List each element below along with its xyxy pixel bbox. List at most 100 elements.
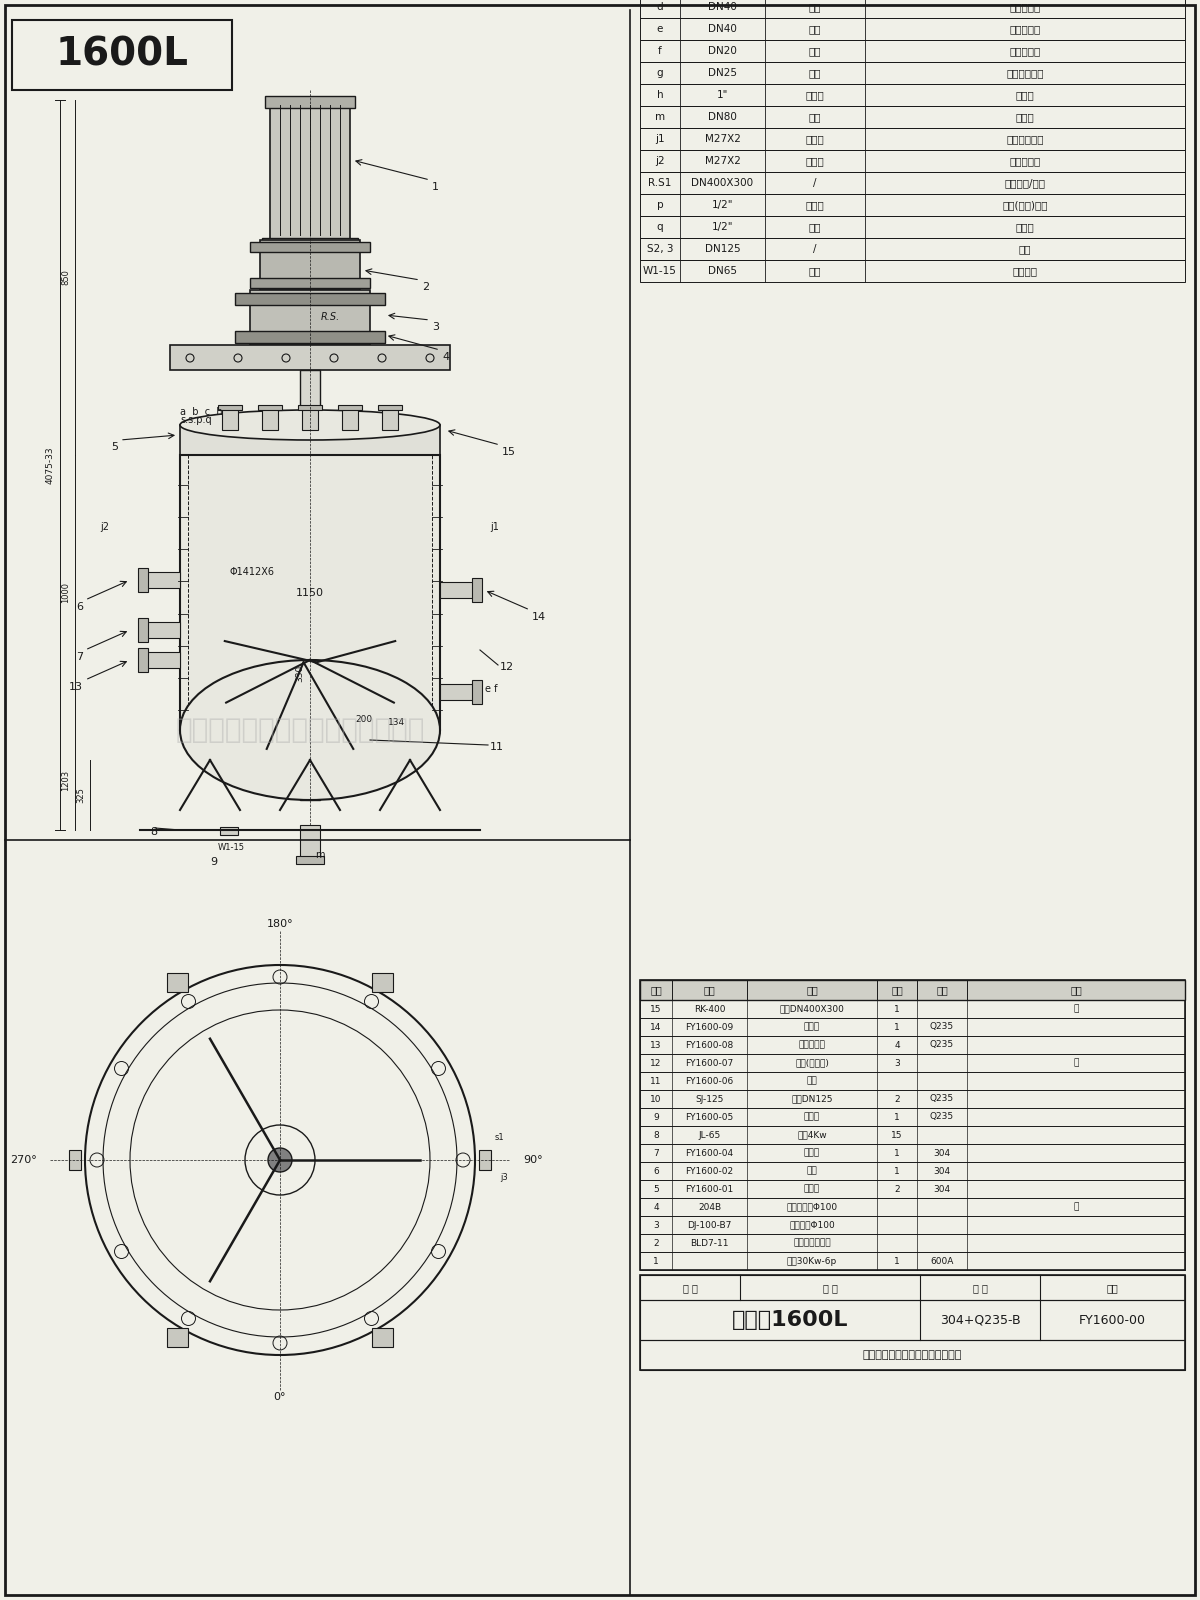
Text: s1: s1 — [496, 1133, 505, 1142]
Bar — [378, 405, 402, 410]
Text: 304+Q235-B: 304+Q235-B — [940, 1314, 1020, 1326]
Text: 325: 325 — [76, 787, 85, 803]
Text: 法兰: 法兰 — [809, 222, 821, 232]
Text: 2: 2 — [894, 1094, 900, 1104]
Bar — [220, 827, 238, 835]
Bar — [479, 1150, 491, 1170]
Text: 导热油出口: 导热油出口 — [1009, 24, 1040, 34]
Text: 11: 11 — [490, 742, 504, 752]
Text: 佛山市三汇隆腾机械设备有限公司: 佛山市三汇隆腾机械设备有限公司 — [863, 1350, 962, 1360]
Text: FY1600-09: FY1600-09 — [685, 1022, 733, 1032]
Text: 270°: 270° — [11, 1155, 37, 1165]
Text: DN25: DN25 — [708, 67, 737, 78]
Text: 1150: 1150 — [296, 587, 324, 597]
Bar — [342, 408, 358, 430]
Text: Q235: Q235 — [930, 1040, 954, 1050]
Bar — [145, 622, 180, 638]
Bar — [640, 1275, 1186, 1299]
Text: 备注: 备注 — [1070, 986, 1082, 995]
Text: 14: 14 — [532, 611, 546, 622]
Bar — [640, 1299, 1186, 1341]
Text: FY1600-05: FY1600-05 — [685, 1112, 733, 1122]
Bar — [640, 1234, 1186, 1251]
Text: M27X2: M27X2 — [704, 157, 740, 166]
Bar — [218, 405, 242, 410]
Text: 图号: 图号 — [703, 986, 715, 995]
Text: s.s.p.q: s.s.p.q — [180, 414, 211, 426]
Bar — [472, 680, 482, 704]
Text: 内室润滑进口: 内室润滑进口 — [1007, 134, 1044, 144]
Text: 304: 304 — [934, 1149, 950, 1157]
Bar — [170, 346, 450, 370]
Text: 导热油膨胀罐: 导热油膨胀罐 — [1007, 67, 1044, 78]
Text: DN40: DN40 — [708, 2, 737, 11]
Text: /: / — [814, 178, 817, 187]
Text: 序号: 序号 — [650, 986, 662, 995]
Bar — [235, 331, 385, 342]
Bar — [640, 1341, 1186, 1370]
Text: JL-65: JL-65 — [698, 1131, 721, 1139]
Bar — [235, 293, 385, 306]
Text: 法兰: 法兰 — [809, 46, 821, 56]
Text: 内螺纹: 内螺纹 — [805, 157, 824, 166]
Text: 名 称: 名 称 — [822, 1283, 838, 1293]
Bar — [138, 618, 148, 642]
Bar — [472, 578, 482, 602]
Bar — [300, 370, 320, 800]
Bar — [640, 1090, 1186, 1107]
Text: 0°: 0° — [274, 1392, 287, 1402]
Text: 拆开人孔/视镜: 拆开人孔/视镜 — [1004, 178, 1045, 187]
Text: 3: 3 — [894, 1059, 900, 1067]
Bar — [640, 1000, 1186, 1018]
Text: 180°: 180° — [266, 918, 293, 930]
Text: 佛山市三汇隆腾机械设备有限公司: 佛山市三汇隆腾机械设备有限公司 — [175, 717, 425, 744]
Text: S2, 3: S2, 3 — [647, 243, 673, 254]
Text: 法兰: 法兰 — [809, 112, 821, 122]
Bar — [640, 1198, 1186, 1216]
Text: 加压口: 加压口 — [1015, 222, 1034, 232]
Text: 法兰: 法兰 — [809, 24, 821, 34]
Text: FY1600-08: FY1600-08 — [685, 1040, 733, 1050]
Bar — [250, 242, 370, 251]
Text: 1: 1 — [894, 1005, 900, 1013]
Text: 5: 5 — [653, 1184, 659, 1194]
Text: 1203: 1203 — [61, 770, 70, 790]
Bar — [640, 106, 1186, 128]
Text: 齿圈件: 齿圈件 — [804, 1149, 820, 1157]
Text: 15: 15 — [892, 1131, 902, 1139]
Bar — [640, 259, 1186, 282]
Bar — [640, 1251, 1186, 1270]
Text: g: g — [656, 67, 664, 78]
Text: 法兰: 法兰 — [809, 266, 821, 275]
Bar — [640, 1275, 1186, 1370]
Text: 吊耳4Kw: 吊耳4Kw — [797, 1131, 827, 1139]
Text: FY1600-01: FY1600-01 — [685, 1184, 733, 1194]
Bar — [372, 973, 394, 992]
Bar — [145, 653, 180, 669]
Text: 3: 3 — [432, 322, 439, 333]
Text: 1/2": 1/2" — [712, 200, 733, 210]
Text: 204B: 204B — [698, 1203, 721, 1211]
Bar — [222, 408, 238, 430]
Bar — [262, 238, 358, 250]
Text: 9: 9 — [653, 1112, 659, 1122]
Text: 1: 1 — [894, 1149, 900, 1157]
Bar — [640, 40, 1186, 62]
Text: 机封DN400X300: 机封DN400X300 — [780, 1005, 845, 1013]
Text: 850: 850 — [61, 269, 70, 285]
Bar — [188, 454, 432, 730]
Text: d: d — [656, 2, 664, 11]
Bar — [640, 1037, 1186, 1054]
Text: a  b  c  h: a b c h — [180, 406, 223, 418]
Text: j3: j3 — [500, 1173, 508, 1182]
Text: DN400X300: DN400X300 — [691, 178, 754, 187]
Text: 12: 12 — [500, 662, 514, 672]
Text: DN125: DN125 — [704, 243, 740, 254]
Text: e: e — [656, 24, 664, 34]
Text: W1-15: W1-15 — [218, 843, 245, 851]
Text: Q235: Q235 — [930, 1022, 954, 1032]
Text: 1000: 1000 — [61, 582, 70, 603]
Text: j2: j2 — [655, 157, 665, 166]
Text: 机: 机 — [1073, 1203, 1079, 1211]
Text: 2: 2 — [653, 1238, 659, 1248]
